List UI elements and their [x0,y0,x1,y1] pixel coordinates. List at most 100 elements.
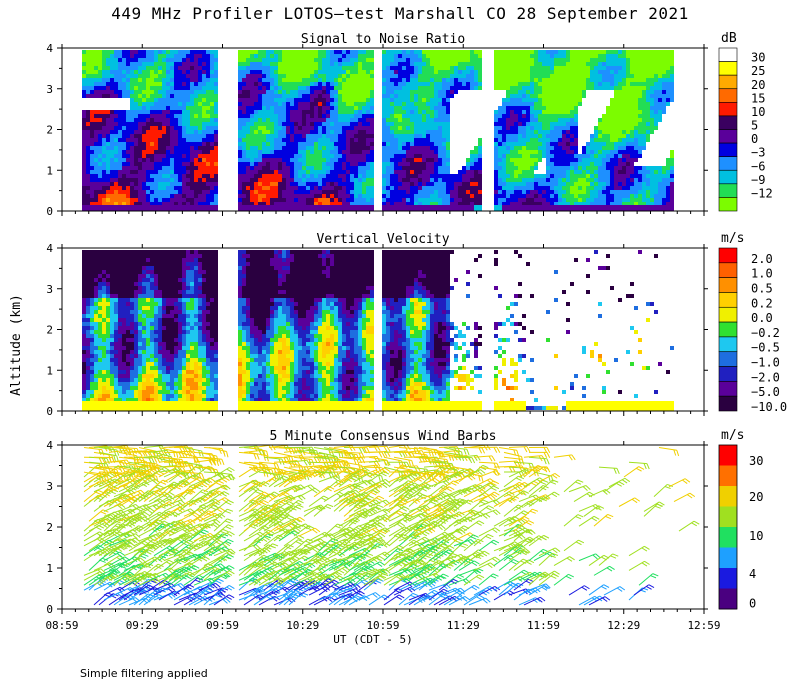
snr-cell [402,130,406,134]
snr-cell [594,82,598,86]
snr-cell [438,178,442,182]
snr-cell [330,70,334,74]
snr-cell [306,138,310,142]
snr-cell [410,198,414,202]
snr-cell [470,98,474,102]
snr-cell [370,162,374,166]
snr-cell [174,62,178,66]
snr-cell [210,98,214,102]
snr-cell [386,118,390,122]
snr-cell [158,50,162,54]
snr-cell [274,205,278,211]
snr-cell [110,70,114,74]
snr-cell [438,62,442,66]
snr-cell [558,118,562,122]
snr-cell [186,166,190,170]
snr-cell [302,186,306,190]
snr-cell [282,66,286,70]
snr-cell [122,166,126,170]
snr-cell [502,190,506,194]
snr-cell [210,158,214,162]
snr-cell [210,138,214,142]
snr-cell [322,138,326,142]
snr-cell [406,186,410,190]
snr-cell [198,138,202,142]
snr-cell [118,162,122,166]
snr-cell [586,186,590,190]
snr-cell [142,142,146,146]
snr-cell [386,166,390,170]
snr-cell [502,118,506,122]
snr-cell [286,66,290,70]
snr-cell [526,70,530,74]
snr-cell [410,202,414,206]
snr-cell [258,54,262,58]
snr-cell [602,142,606,146]
snr-cell [350,50,354,54]
snr-cell [582,158,586,162]
snr-cell [286,90,290,94]
snr-cell [398,114,402,118]
snr-cell [602,62,606,66]
snr-cell [194,110,198,114]
snr-cell [362,58,366,62]
snr-cell [186,74,190,78]
snr-cell [470,122,474,126]
snr-cell [162,126,166,130]
snr-cell [594,158,598,162]
snr-cell [246,130,250,134]
snr-cell [370,50,374,54]
snr-cell [566,62,570,66]
snr-cell [214,94,218,98]
snr-cell [102,166,106,170]
snr-cell [318,98,322,102]
snr-cell [134,82,138,86]
snr-cell [114,158,118,162]
snr-cell [270,146,274,150]
snr-cell [354,66,358,70]
snr-cell [110,146,114,150]
snr-cell [526,190,530,194]
snr-cell [94,166,98,170]
snr-cell [438,58,442,62]
snr-cell [198,50,202,54]
snr-cell [514,58,518,62]
snr-cell [474,90,478,94]
snr-cell [326,118,330,122]
snr-cell [158,194,162,198]
snr-cell [294,70,298,74]
snr-cell [418,178,422,182]
snr-cell [602,66,606,70]
snr-cell [450,54,454,58]
snr-cell [250,205,254,211]
snr-cell [454,202,458,206]
snr-cell [550,86,554,90]
snr-cell [154,194,158,198]
snr-cell [198,94,202,98]
snr-cell [326,166,330,170]
snr-cell [210,102,214,106]
snr-cell [330,162,334,166]
snr-cell [506,194,510,198]
snr-cell [494,194,498,198]
snr-cell [538,82,542,86]
snr-cell [162,82,166,86]
snr-cell [450,186,454,190]
snr-cell [594,62,598,66]
snr-cell [146,158,150,162]
snr-cell [198,194,202,198]
snr-cell [354,78,358,82]
snr-cell [398,58,402,62]
snr-cell [394,78,398,82]
snr-cell [278,166,282,170]
snr-cell [426,158,430,162]
snr-cell [278,114,282,118]
snr-cell [426,98,430,102]
snr-cell [406,122,410,126]
snr-cell [418,134,422,138]
snr-cell [150,66,154,70]
snr-cell [162,58,166,62]
snr-cell [326,98,330,102]
snr-cell [298,50,302,54]
snr-cell [338,194,342,198]
